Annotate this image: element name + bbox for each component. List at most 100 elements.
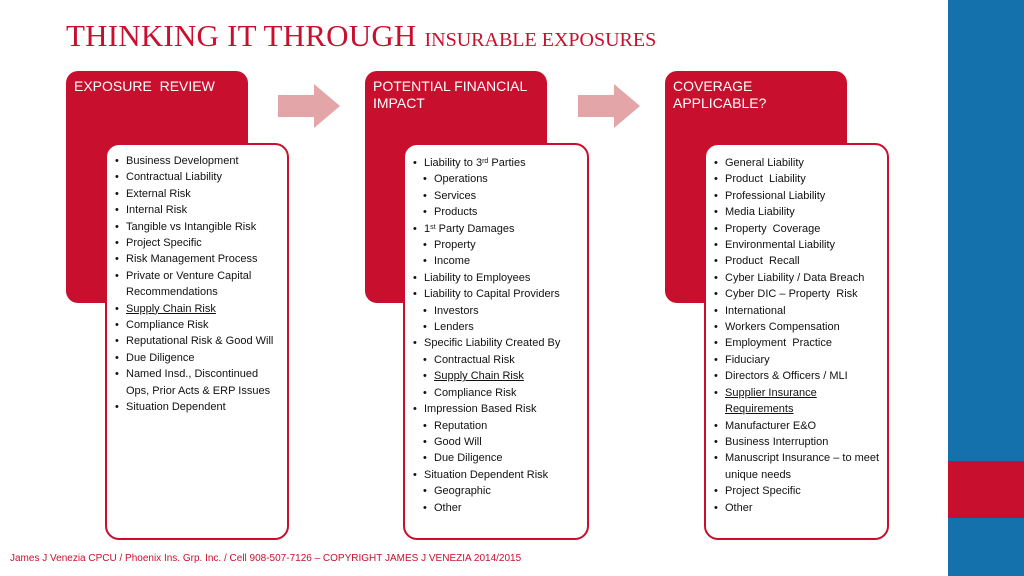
list-item: Property Coverage [714,221,881,238]
list-item-text: Investors [434,304,479,317]
list-item-text: Manufacturer E&O [725,419,817,432]
list-item-text: Professional Liability [725,189,826,202]
right-arrow-icon [578,84,640,128]
list-item-text: Supply Chain Risk [434,370,524,383]
list-item: Supplier Insurance Requirements [714,385,881,418]
slide-title-subtitle: INSURABLE EXPOSURES [424,29,657,51]
list-item: Product Recall [714,253,881,270]
list-item-text: Other [434,501,462,514]
list-item: External Risk [115,186,281,203]
list-item-text: Risk Management Process [126,253,258,266]
list-item-text: Compliance Risk [126,319,209,332]
list-item-text: Directors & Officers / MLI [725,370,848,383]
list-item-text: Contractual Liability [126,171,222,184]
list-item-text: Services [434,189,477,202]
list-item: Cyber DIC – Property Risk [714,286,881,303]
financial-impact-list: Liability to 3rd Parties Operations Serv… [403,143,589,540]
right-accent-bar [948,0,1024,576]
list-subitem: Property [423,237,581,254]
list-item: Internal Risk [115,202,281,219]
list-item: Contractual Liability [115,169,281,186]
list-item: Liability to 3rd Parties [413,155,581,172]
list-item: Reputational Risk & Good Will [115,333,281,350]
list-item: Private or Venture Capital Recommendatio… [115,268,281,301]
slide-title-main: THINKING IT THROUGH [66,18,417,53]
list-item: Tangible vs Intangible Risk [115,219,281,236]
list-item: Situation Dependent Risk [413,467,581,484]
list-item-text: Compliance Risk [434,386,517,399]
list-item-text: Supplier Insurance Requirements [725,386,817,416]
list-item: Environmental Liability [714,237,881,254]
list-item-text: 1 [424,222,431,235]
list-item-text: Good Will [434,435,482,448]
slide-title: THINKING IT THROUGH INSURABLE EXPOSURES [66,18,656,54]
list-item: Compliance Risk [115,317,281,334]
list-item: Project Specific [115,235,281,252]
list-item-text: General Liability [725,157,804,169]
list-item: Product Liability [714,171,881,188]
list-item-text: Geographic [434,485,491,498]
list-subitem: Services [423,188,581,205]
list-subitem: Other [423,500,581,517]
list-item: Due Diligence [115,350,281,367]
list-item-text: Internal Risk [126,204,188,217]
list-item: Workers Compensation [714,319,881,336]
coverage-applicable-list: General Liability Product Liability Prof… [704,143,889,540]
list-item-text: Other [725,501,753,514]
list-item-text: Employment Practice [725,337,832,350]
right-arrow-icon [278,84,340,128]
list-item-text: Liability to Capital Providers [424,288,560,301]
list-subitem: Due Diligence [423,450,581,467]
list-item-text: Due Diligence [434,452,503,465]
list-item: 1st Party Damages [413,221,581,238]
list-item-superscript: rd [482,158,489,165]
list-item-text: Property Coverage [725,222,821,235]
list-item: Liability to Employees [413,270,581,287]
list-item: Named Insd., Discontinued Ops, Prior Act… [115,366,281,399]
list-item-text: Cyber DIC – Property Risk [725,288,858,301]
list-subitem: Operations [423,171,581,188]
list-item-text: Due Diligence [126,351,195,364]
list-item-text: Named Insd., Discontinued Ops, Prior Act… [126,368,271,397]
list-item: Project Specific [714,483,881,500]
list-item: Liability to Capital Providers [413,286,581,303]
exposure-review-header-label: EXPOSURE REVIEW [74,78,215,94]
list-item: Specific Liability Created By [413,335,581,352]
list-item-text: Private or Venture Capital Recommendatio… [126,269,252,299]
list-item: Cyber Liability / Data Breach [714,270,881,287]
list-item-text: External Risk [126,187,191,200]
list-item-text: Environmental Liability [725,239,836,252]
list-item-text: Manuscript Insurance – to meet unique ne… [725,452,880,481]
list-item-text: Business Development [126,155,239,167]
coverage-applicable-header-label: COVERAGE APPLICABLE? [673,78,767,111]
list-item-text: Income [434,255,471,268]
list-item: Professional Liability [714,188,881,205]
list-subitem: Products [423,204,581,221]
list-subitem: Reputation [423,418,581,435]
list-item-text: Business Interruption [725,435,829,448]
list-subitem: Good Will [423,434,581,451]
list-item-text: Liability to 3 [424,157,483,169]
list-item-text: Project Specific [725,485,801,498]
list-item: Risk Management Process [115,251,281,268]
financial-impact-header-label: POTENTIAL FINANCIAL IMPACT [373,78,527,111]
list-subitem: Lenders [423,319,581,336]
exposure-review-list: Business Development Contractual Liabili… [105,143,289,540]
list-item-text: Product Recall [725,255,800,268]
list-item: Business Development [115,153,281,170]
list-subitem: Supply Chain Risk [423,368,581,385]
list-item-text: Liability to Employees [424,271,531,284]
list-item-text: Reputational Risk & Good Will [126,335,274,348]
list-item-text: Operations [434,173,488,186]
list-item-text: Products [434,206,478,219]
list-item: Impression Based Risk [413,401,581,418]
list-item: Directors & Officers / MLI [714,368,881,385]
list-item-text: Lenders [434,321,474,334]
list-item-text: Reputation [434,419,488,432]
list-item: Manuscript Insurance – to meet unique ne… [714,450,881,483]
list-item-text: Tangible vs Intangible Risk [126,220,257,233]
list-subitem: Geographic [423,483,581,500]
list-item: Fiduciary [714,352,881,369]
list-item-text: Situation Dependent Risk [424,468,549,481]
list-item-text: Situation Dependent [126,401,226,414]
